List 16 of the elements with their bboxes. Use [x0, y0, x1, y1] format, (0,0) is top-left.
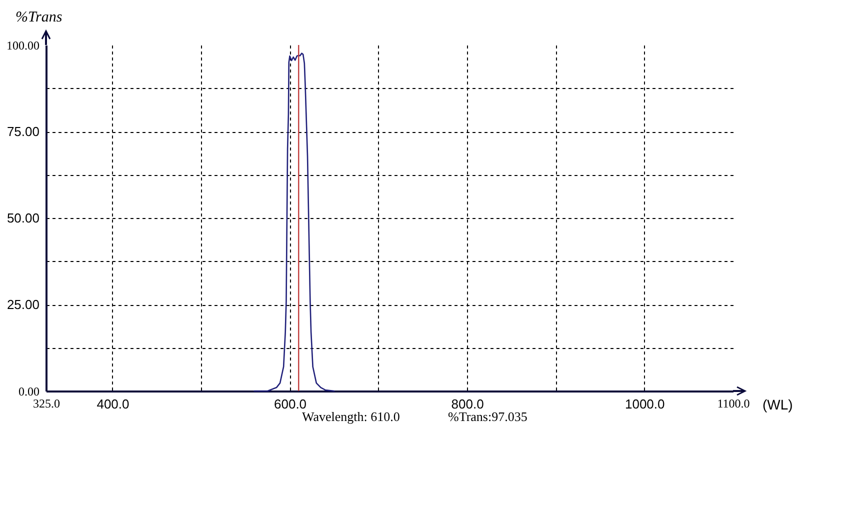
- line-series: [254, 52, 335, 392]
- x-axis-title: (WL): [762, 396, 793, 412]
- x-tick-label: 1100.0: [717, 396, 750, 410]
- y-tick-label: 75.00: [6, 124, 40, 139]
- x-tick-label: 400.0: [96, 396, 130, 412]
- y-tick-label: 0.00: [18, 384, 40, 398]
- x-tick-label: 325.0: [33, 396, 60, 410]
- x-tick-label: 600.0: [274, 396, 307, 412]
- text: Wavelength: 610.0: [302, 409, 400, 424]
- x-tick-label: 800.0: [451, 396, 484, 412]
- y-tick-label: 50.00: [6, 210, 40, 226]
- y-tick-label: 25.00: [6, 297, 40, 312]
- x-tick-label: 1000.0: [624, 396, 665, 412]
- y-axis-title: %Trans: [16, 10, 62, 26]
- y-tick-label: 100.00: [6, 38, 40, 52]
- text: %Trans:97.035: [448, 409, 528, 424]
